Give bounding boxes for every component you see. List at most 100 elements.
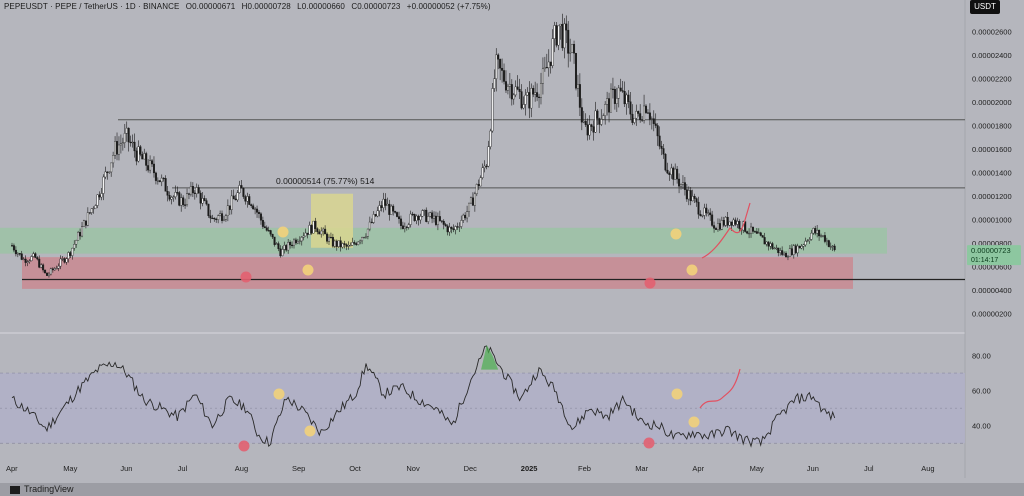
candle-up: [224, 215, 227, 220]
time-axis-tick: May: [750, 464, 764, 473]
candle-down: [652, 118, 655, 124]
candle-up: [292, 239, 295, 246]
candle-up: [508, 84, 511, 87]
candle-up: [110, 162, 113, 173]
candle-up: [119, 143, 122, 146]
candle-down: [12, 245, 15, 251]
candle-down: [613, 89, 616, 104]
candle-up: [287, 242, 290, 251]
candle-down: [259, 213, 262, 221]
candle-down: [133, 141, 136, 152]
price-axis-tick: 0.00000600: [972, 263, 1012, 272]
candle-down: [135, 150, 138, 162]
candle-up: [571, 44, 574, 53]
candle-up: [236, 192, 239, 201]
candle-down: [637, 111, 640, 114]
candle-up: [802, 244, 805, 247]
rsi-overbought-fill: [481, 345, 499, 370]
candle-down: [199, 192, 202, 204]
symbol-label: PEPEUSDT · PEPE / TetherUS · 1D · BINANC…: [4, 2, 180, 11]
time-axis-tick: Mar: [635, 464, 648, 473]
candle-up: [172, 196, 175, 198]
candle-down: [444, 224, 447, 227]
candle-up: [559, 23, 562, 27]
symbol-header: PEPEUSDT · PEPE / TetherUS · 1D · BINANC…: [4, 2, 495, 11]
candle-up: [361, 237, 364, 242]
candle-up: [469, 197, 472, 204]
candle-down: [631, 113, 634, 123]
candle-down: [207, 203, 210, 216]
candle-up: [539, 83, 542, 98]
candle-down: [215, 218, 218, 221]
candle-up: [73, 244, 76, 249]
candle-down: [654, 123, 657, 126]
candle-down: [178, 192, 181, 206]
candle-down: [345, 244, 348, 247]
candle-down: [370, 221, 373, 224]
candle-up: [433, 215, 436, 219]
price-axis-tick: 0.00002200: [972, 75, 1012, 84]
candle-down: [709, 212, 712, 216]
candle-down: [744, 221, 747, 232]
candle-down: [20, 253, 23, 260]
rsi-line: [11, 345, 836, 448]
candle-up: [825, 240, 828, 242]
close-value: C0.00000723: [351, 2, 401, 11]
candle-down: [318, 231, 321, 235]
candle-up: [368, 221, 371, 230]
candle-down: [63, 258, 66, 263]
candle-down: [738, 221, 741, 229]
candle-up: [468, 202, 471, 212]
candle-down: [608, 98, 611, 113]
candle-down: [147, 165, 150, 171]
time-axis-tick: Jul: [864, 464, 874, 473]
candle-up: [804, 240, 807, 246]
currency-badge[interactable]: USDT: [970, 0, 1000, 14]
candle-down: [790, 248, 793, 255]
candle-up: [650, 118, 653, 120]
candle-down: [339, 240, 342, 248]
candle-down: [405, 226, 408, 228]
tradingview-logo[interactable]: TradingView: [10, 484, 74, 494]
candle-up: [462, 214, 465, 221]
candle-down: [672, 167, 675, 180]
price-axis-tick: 0.00002600: [972, 28, 1012, 37]
candle-up: [524, 94, 527, 105]
candle-up: [149, 160, 152, 171]
candle-up: [606, 98, 609, 105]
candle-up: [320, 230, 323, 235]
candle-up: [372, 214, 375, 223]
candle-down: [567, 29, 570, 54]
candle-down: [446, 225, 449, 233]
candle-up: [701, 215, 704, 217]
candle-down: [314, 220, 317, 229]
candle-down: [399, 218, 402, 226]
candle-down: [417, 215, 420, 221]
candle-down: [440, 220, 443, 222]
candle-up: [483, 165, 486, 168]
candle-down: [145, 153, 148, 166]
candle-down: [818, 230, 821, 237]
time-axis-tick: Feb: [578, 464, 591, 473]
candle-up: [351, 242, 354, 246]
candle-up: [792, 245, 795, 255]
candle-down: [44, 269, 47, 274]
candle-up: [108, 171, 111, 173]
candle-up: [553, 25, 556, 39]
candle-up: [201, 198, 204, 204]
candle-up: [156, 180, 159, 182]
candle-down: [51, 268, 54, 271]
candle-up: [495, 54, 498, 79]
candle-down: [396, 212, 399, 217]
candle-up: [557, 25, 560, 46]
candle-up: [481, 167, 484, 178]
countdown-label: 01:14:17: [971, 257, 998, 264]
candle-up: [625, 94, 628, 105]
candle-up: [104, 171, 107, 178]
candle-down: [88, 212, 91, 214]
candle-down: [139, 146, 142, 155]
candle-up: [816, 230, 819, 234]
candle-down: [252, 205, 255, 210]
candle-up: [475, 184, 478, 195]
